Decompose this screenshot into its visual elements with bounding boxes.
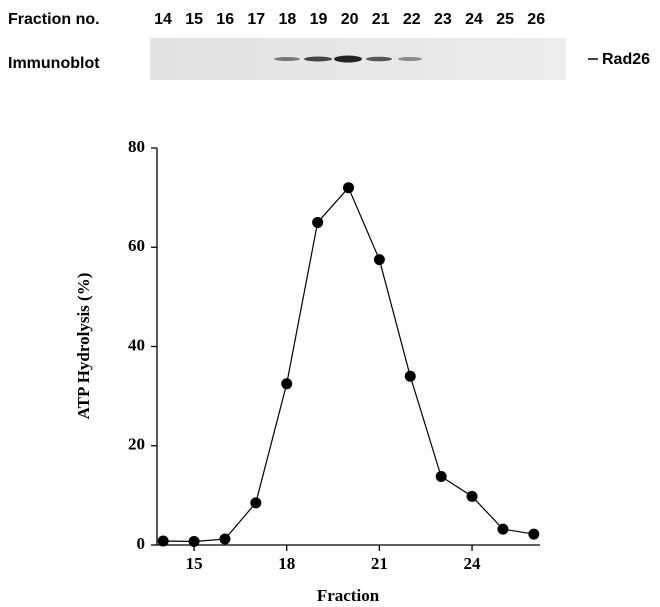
figure: Fraction no. Immunoblot Rad26 ATP Hydrol… (0, 0, 660, 607)
data-point (497, 524, 508, 535)
data-point (374, 254, 385, 265)
data-point (436, 471, 447, 482)
lane-label: 21 (372, 11, 390, 28)
data-point (158, 536, 169, 547)
blot-marker: Rad26 (602, 51, 650, 68)
y-tick-label: 40 (128, 335, 145, 354)
y-tick-label: 20 (128, 435, 145, 454)
data-point (250, 497, 261, 508)
band (304, 57, 332, 62)
lane-label: 16 (216, 11, 234, 28)
x-tick-label: 24 (464, 554, 482, 573)
lane-label: 20 (341, 11, 359, 28)
data-point (467, 491, 478, 502)
data-point (343, 182, 354, 193)
band (334, 56, 362, 63)
lane-label: 18 (279, 11, 297, 28)
lane-label: 15 (185, 11, 203, 28)
lane-label: 17 (247, 11, 265, 28)
x-tick-label: 21 (371, 554, 388, 573)
y-tick-label: 60 (128, 236, 145, 255)
band (274, 57, 300, 61)
band (366, 57, 392, 62)
data-point (528, 529, 539, 540)
lane-label: 22 (403, 11, 421, 28)
y-tick-label: 80 (128, 137, 145, 156)
x-axis-label: Fraction (317, 586, 380, 605)
y-tick-label: 0 (137, 534, 146, 553)
lane-label: 19 (310, 11, 328, 28)
band (398, 57, 422, 61)
blot-header: Fraction no. (8, 11, 100, 28)
x-tick-label: 15 (186, 554, 203, 573)
blot-row-label: Immunoblot (8, 55, 100, 72)
series-line (163, 188, 534, 542)
data-point (312, 217, 323, 228)
data-point (281, 378, 292, 389)
lane-label: 14 (154, 11, 172, 28)
data-point (189, 536, 200, 547)
lane-label: 24 (465, 11, 483, 28)
data-point (405, 371, 416, 382)
y-axis-label: ATP Hydrolysis (%) (74, 273, 93, 420)
lane-label: 25 (496, 11, 514, 28)
data-point (219, 534, 230, 545)
lane-label: 23 (434, 11, 452, 28)
x-tick-label: 18 (278, 554, 295, 573)
lane-label: 26 (527, 11, 545, 28)
